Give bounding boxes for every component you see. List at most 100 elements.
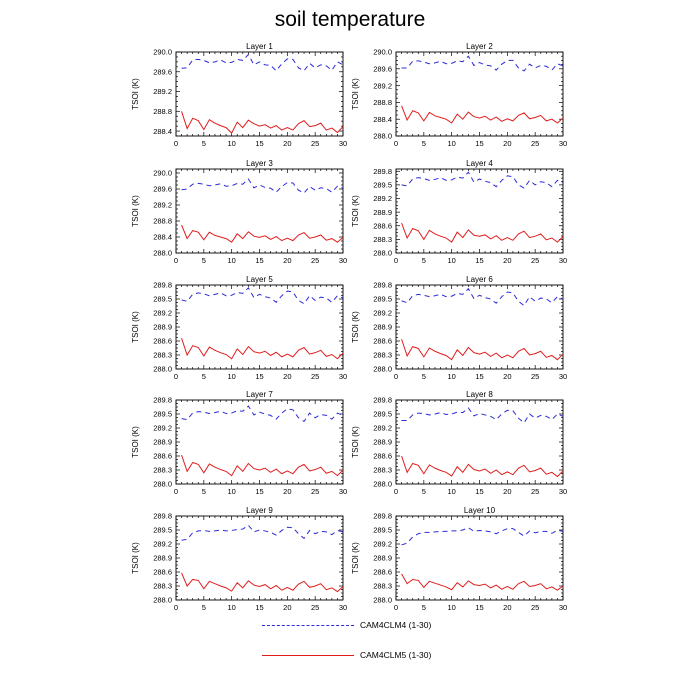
y-tick-label: 288.0 (373, 132, 392, 141)
y-tick-label: 288.3 (373, 582, 392, 591)
series-line-cam4clm5 (401, 105, 564, 124)
x-tick-label: 10 (447, 603, 455, 612)
x-tick-label: 15 (255, 372, 263, 381)
y-axis-label: TSOI (K) (131, 78, 140, 110)
y-tick-label: 288.0 (373, 365, 392, 374)
chart-title: Layer 2 (466, 42, 493, 51)
y-tick-label: 289.2 (373, 194, 392, 203)
x-tick-label: 15 (255, 256, 263, 265)
x-tick-label: 5 (422, 139, 426, 148)
chart-title: Layer 9 (246, 506, 273, 515)
x-tick-label: 10 (447, 139, 455, 148)
y-tick-label: 289.2 (373, 309, 392, 318)
x-tick-label: 25 (311, 487, 319, 496)
x-tick-label: 30 (339, 487, 347, 496)
y-axis-label: TSOI (K) (351, 311, 360, 343)
x-tick-label: 5 (422, 603, 426, 612)
y-tick-label: 288.0 (373, 596, 392, 605)
x-tick-label: 5 (202, 603, 206, 612)
series-line-cam4clm5 (401, 222, 564, 243)
y-tick-label: 289.8 (153, 512, 172, 521)
x-tick-label: 10 (227, 256, 235, 265)
x-tick-label: 30 (559, 372, 567, 381)
x-tick-label: 30 (559, 139, 567, 148)
x-tick-label: 20 (503, 372, 511, 381)
legend-label-cam4clm4: CAM4CLM4 (1-30) (360, 620, 432, 630)
x-tick-label: 30 (339, 256, 347, 265)
y-tick-label: 288.4 (153, 127, 172, 136)
y-axis-label: TSOI (K) (131, 542, 140, 574)
series-line-cam4clm4 (401, 171, 564, 189)
chart-4: Layer 4 TSOI (K) 0 5 10 15 20 25 30 288.0 288.3 288… (351, 159, 567, 265)
series-line-cam4clm4 (401, 407, 564, 424)
y-tick-label: 288.3 (373, 235, 392, 244)
series-line-cam4clm5 (181, 572, 344, 593)
y-tick-label: 289.8 (153, 396, 172, 405)
y-tick-label: 289.2 (153, 540, 172, 549)
x-tick-label: 0 (394, 139, 398, 148)
y-tick-label: 289.2 (153, 201, 172, 210)
x-tick-label: 25 (531, 603, 539, 612)
x-tick-label: 10 (227, 603, 235, 612)
x-tick-label: 20 (503, 603, 511, 612)
x-tick-label: 10 (227, 372, 235, 381)
series-line-cam4clm5 (401, 573, 564, 591)
x-tick-label: 30 (559, 256, 567, 265)
y-tick-label: 289.2 (153, 424, 172, 433)
y-tick-label: 288.9 (153, 438, 172, 447)
x-tick-label: 25 (311, 139, 319, 148)
x-tick-label: 0 (174, 487, 178, 496)
x-tick-label: 30 (559, 603, 567, 612)
y-axis-label: TSOI (K) (131, 426, 140, 458)
x-tick-label: 25 (531, 139, 539, 148)
y-tick-label: 288.4 (373, 115, 392, 124)
y-tick-label: 288.9 (373, 438, 392, 447)
x-tick-label: 0 (174, 603, 178, 612)
y-tick-label: 290.0 (153, 169, 172, 178)
y-tick-label: 289.6 (373, 65, 392, 74)
x-tick-label: 20 (283, 487, 291, 496)
y-tick-label: 288.0 (373, 249, 392, 258)
chart-title: Layer 8 (466, 390, 493, 399)
x-tick-label: 15 (255, 139, 263, 148)
y-tick-label: 289.8 (373, 512, 392, 521)
y-tick-label: 290.0 (153, 48, 172, 57)
y-tick-label: 289.5 (153, 526, 172, 535)
x-tick-label: 30 (559, 487, 567, 496)
chart-1: Layer 1 TSOI (K) 0 5 10 15 20 25 30 288.4 288.8 289… (131, 42, 347, 148)
chart-2: Layer 2 TSOI (K) 0 5 10 15 20 25 30 288.0 288.4 288… (351, 42, 567, 148)
y-tick-label: 288.6 (373, 221, 392, 230)
y-tick-label: 288.6 (153, 452, 172, 461)
x-tick-label: 0 (394, 372, 398, 381)
series-line-cam4clm5 (401, 338, 564, 361)
x-tick-label: 20 (283, 372, 291, 381)
series-line-cam4clm5 (401, 455, 564, 478)
y-axis-label: TSOI (K) (131, 311, 140, 343)
x-tick-label: 25 (311, 256, 319, 265)
y-tick-label: 289.8 (153, 281, 172, 290)
y-tick-label: 288.3 (153, 351, 172, 360)
y-axis-label: TSOI (K) (351, 542, 360, 574)
chart-title: Layer 4 (466, 159, 493, 168)
y-tick-label: 288.6 (153, 337, 172, 346)
chart-title: Layer 6 (466, 275, 493, 284)
y-tick-label: 288.6 (373, 452, 392, 461)
series-line-cam4clm4 (401, 527, 564, 546)
series-line-cam4clm5 (181, 224, 344, 243)
chart-title: Layer 3 (246, 159, 273, 168)
x-tick-label: 10 (447, 372, 455, 381)
x-tick-label: 5 (422, 256, 426, 265)
y-tick-label: 290.0 (373, 48, 392, 57)
x-tick-label: 0 (174, 139, 178, 148)
y-tick-label: 288.6 (373, 337, 392, 346)
y-axis-label: TSOI (K) (351, 78, 360, 110)
series-line-cam4clm4 (401, 287, 564, 307)
x-tick-label: 0 (394, 487, 398, 496)
x-tick-label: 25 (311, 603, 319, 612)
chart-title: Layer 7 (246, 390, 273, 399)
y-tick-label: 289.6 (153, 67, 172, 76)
x-tick-label: 15 (475, 139, 483, 148)
series-line-cam4clm4 (181, 405, 344, 423)
series-line-cam4clm4 (181, 53, 344, 72)
x-tick-label: 0 (394, 256, 398, 265)
